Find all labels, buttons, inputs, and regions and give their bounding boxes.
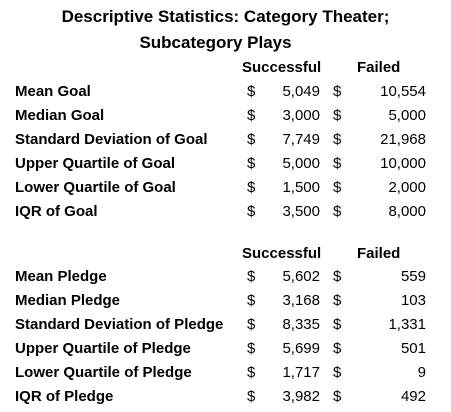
- successful-value: 3,168: [282, 292, 320, 309]
- currency-symbol: $: [333, 179, 342, 196]
- currency-symbol: $: [247, 203, 256, 220]
- pledge-header-failed: Failed: [357, 245, 401, 262]
- stat-label: Lower Quartile of Goal: [15, 179, 176, 196]
- goal-row: Mean Goal $ 5,049 $ 10,554: [0, 80, 451, 104]
- pledge-row: Mean Pledge $ 5,602 $ 559: [0, 265, 451, 289]
- stat-label: Upper Quartile of Pledge: [15, 340, 191, 357]
- failed-value: 10,000: [380, 155, 426, 172]
- table-title-line-2: Subcategory Plays: [139, 33, 292, 52]
- goal-row: Standard Deviation of Goal $ 7,749 $ 21,…: [0, 128, 451, 152]
- currency-symbol: $: [247, 179, 256, 196]
- currency-symbol: $: [333, 292, 342, 309]
- currency-symbol: $: [333, 268, 342, 285]
- successful-value: 3,000: [282, 107, 320, 124]
- successful-value: 5,000: [282, 155, 320, 172]
- stat-label: Upper Quartile of Goal: [15, 155, 176, 172]
- pledge-header-successful: Successful: [242, 245, 322, 262]
- stat-label: IQR of Goal: [15, 203, 98, 220]
- goal-row: Median Goal $ 3,000 $ 5,000: [0, 104, 451, 128]
- goal-header-successful: Successful: [242, 59, 322, 76]
- table-title-line-1: Descriptive Statistics: Category Theater…: [61, 7, 390, 26]
- successful-value: 1,717: [282, 364, 320, 381]
- failed-value: 8,000: [388, 203, 426, 220]
- stat-label: Mean Pledge: [15, 268, 107, 285]
- stat-label: Standard Deviation of Goal: [15, 131, 208, 148]
- currency-symbol: $: [247, 107, 256, 124]
- stat-label: Standard Deviation of Pledge: [15, 316, 224, 333]
- successful-value: 7,749: [282, 131, 320, 148]
- currency-symbol: $: [247, 268, 256, 285]
- goal-row: Upper Quartile of Goal $ 5,000 $ 10,000: [0, 152, 451, 176]
- successful-value: 5,602: [282, 268, 320, 285]
- successful-value: 5,699: [282, 340, 320, 357]
- currency-symbol: $: [333, 203, 342, 220]
- failed-value: 2,000: [388, 179, 426, 196]
- stat-label: Mean Goal: [15, 83, 91, 100]
- currency-symbol: $: [247, 364, 256, 381]
- successful-value: 5,049: [282, 83, 320, 100]
- goal-row: IQR of Goal $ 3,500 $ 8,000: [0, 200, 451, 224]
- failed-value: 10,554: [380, 83, 426, 100]
- currency-symbol: $: [247, 155, 256, 172]
- failed-value: 501: [400, 340, 426, 357]
- pledge-row: Upper Quartile of Pledge $ 5,699 $ 501: [0, 337, 451, 361]
- failed-value: 9: [417, 364, 426, 381]
- currency-symbol: $: [247, 83, 256, 100]
- currency-symbol: $: [333, 131, 342, 148]
- failed-value: 21,968: [380, 131, 426, 148]
- failed-value: 492: [400, 388, 426, 405]
- successful-value: 3,982: [282, 388, 320, 405]
- currency-symbol: $: [333, 107, 342, 124]
- successful-value: 8,335: [282, 316, 320, 333]
- failed-value: 103: [400, 292, 426, 309]
- currency-symbol: $: [247, 388, 256, 405]
- currency-symbol: $: [247, 131, 256, 148]
- currency-symbol: $: [247, 292, 256, 309]
- currency-symbol: $: [333, 83, 342, 100]
- currency-symbol: $: [333, 155, 342, 172]
- pledge-row: Median Pledge $ 3,168 $ 103: [0, 289, 451, 313]
- stat-label: Lower Quartile of Pledge: [15, 364, 192, 381]
- goal-header-failed: Failed: [357, 59, 401, 76]
- stat-label: Median Pledge: [15, 292, 121, 309]
- stat-label: Median Goal: [15, 107, 105, 124]
- pledge-row: Lower Quartile of Pledge $ 1,717 $ 9: [0, 361, 451, 385]
- failed-value: 5,000: [388, 107, 426, 124]
- pledge-row: IQR of Pledge $ 3,982 $ 492: [0, 385, 451, 409]
- currency-symbol: $: [333, 340, 342, 357]
- failed-value: 559: [400, 268, 426, 285]
- failed-value: 1,331: [388, 316, 426, 333]
- successful-value: 1,500: [282, 179, 320, 196]
- currency-symbol: $: [333, 364, 342, 381]
- pledge-row: Standard Deviation of Pledge $ 8,335 $ 1…: [0, 313, 451, 337]
- currency-symbol: $: [247, 340, 256, 357]
- goal-row: Lower Quartile of Goal $ 1,500 $ 2,000: [0, 176, 451, 200]
- currency-symbol: $: [333, 316, 342, 333]
- successful-value: 3,500: [282, 203, 320, 220]
- currency-symbol: $: [247, 316, 256, 333]
- stat-label: IQR of Pledge: [15, 388, 114, 405]
- currency-symbol: $: [333, 388, 342, 405]
